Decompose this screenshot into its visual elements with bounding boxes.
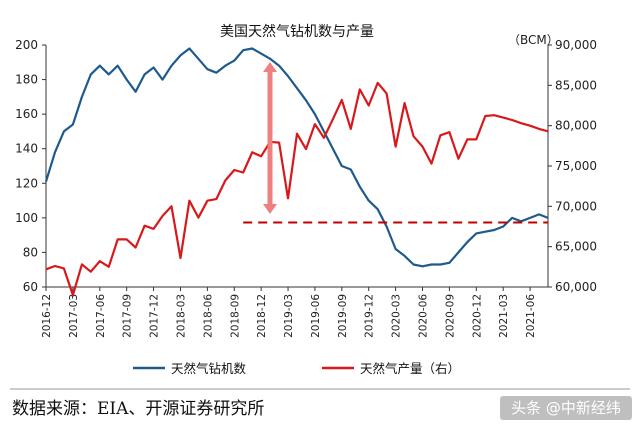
right-axis-tick-label: 90,000 bbox=[555, 38, 597, 52]
x-axis-tick-label: 2016-12 bbox=[41, 294, 53, 338]
right-axis-tick-label: 80,000 bbox=[555, 119, 597, 133]
left-axis: 60 80 100 120 140 160 180 200 bbox=[15, 38, 46, 294]
x-axis-tick-label: 2018-06 bbox=[202, 294, 214, 338]
legend-label-production: 天然气产量（右） bbox=[360, 361, 460, 376]
legend: 天然气钻机数 天然气产量（右） bbox=[133, 361, 460, 376]
x-axis-tick-label: 2019-06 bbox=[310, 294, 322, 338]
series-line-production bbox=[45, 81, 549, 297]
x-axis-tick-label: 2021-06 bbox=[525, 294, 537, 338]
right-axis: 60,000 65,000 70,000 75,000 80,000 85,000 90,0… bbox=[548, 38, 597, 294]
source-note: 数据来源：EIA、开源证券研究所 bbox=[12, 399, 264, 419]
double-arrow-annotation bbox=[263, 62, 277, 214]
x-axis-tick-label: 2018-12 bbox=[256, 294, 268, 338]
x-axis-tick-label: 2019-12 bbox=[364, 294, 376, 338]
right-axis-tick-label: 70,000 bbox=[555, 199, 597, 213]
x-axis-tick-label: 2017-06 bbox=[95, 294, 107, 338]
legend-label-rigs: 天然气钻机数 bbox=[171, 361, 247, 376]
arrow-head-up bbox=[263, 62, 277, 72]
right-axis-tick-label: 75,000 bbox=[555, 159, 597, 173]
x-axis: 2016-12 2017-03 2017-06 2017-09 2017-12 2018-… bbox=[41, 287, 537, 338]
right-axis-unit: （BCM） bbox=[508, 33, 559, 47]
x-axis-tick-label: 2017-12 bbox=[149, 294, 161, 338]
right-axis-tick-label: 85,000 bbox=[555, 78, 597, 92]
x-axis-tick-label: 2021-03 bbox=[498, 294, 510, 338]
x-axis-tick-label: 2017-03 bbox=[68, 294, 80, 338]
chart-title: 美国天然气钻机数与产量 bbox=[220, 23, 374, 40]
arrow-shaft bbox=[267, 71, 273, 205]
left-axis-tick-label: 180 bbox=[15, 73, 38, 87]
x-axis-tick-label: 2020-06 bbox=[418, 294, 430, 338]
series-layer bbox=[44, 47, 549, 297]
x-axis-tick-label: 2019-09 bbox=[337, 294, 349, 338]
left-axis-tick-label: 100 bbox=[15, 211, 38, 225]
x-axis-tick-label: 2020-03 bbox=[391, 294, 403, 338]
right-axis-tick-label: 60,000 bbox=[555, 280, 597, 294]
left-axis-tick-label: 140 bbox=[15, 142, 38, 156]
watermark-bg bbox=[500, 396, 632, 420]
left-axis-tick-label: 80 bbox=[23, 245, 38, 259]
x-axis-tick-label: 2019-03 bbox=[283, 294, 295, 338]
left-axis-tick-label: 120 bbox=[15, 176, 38, 190]
x-axis-tick-label: 2020-09 bbox=[444, 294, 456, 338]
left-axis-tick-label: 60 bbox=[23, 280, 38, 294]
x-axis-tick-label: 2020-12 bbox=[471, 294, 483, 338]
x-axis-tick-label: 2018-03 bbox=[175, 294, 187, 338]
watermark-text: 头条 @中新经纬 bbox=[511, 399, 621, 417]
left-axis-tick-label: 200 bbox=[15, 38, 38, 52]
x-axis-tick-label: 2017-09 bbox=[122, 294, 134, 338]
arrow-head-down bbox=[263, 204, 277, 214]
series-line-rigs bbox=[44, 47, 549, 268]
x-axis-tick-label: 2018-09 bbox=[229, 294, 241, 338]
left-axis-tick-label: 160 bbox=[15, 107, 38, 121]
watermark: 头条 @中新经纬 bbox=[500, 396, 632, 420]
right-axis-tick-label: 65,000 bbox=[555, 240, 597, 254]
